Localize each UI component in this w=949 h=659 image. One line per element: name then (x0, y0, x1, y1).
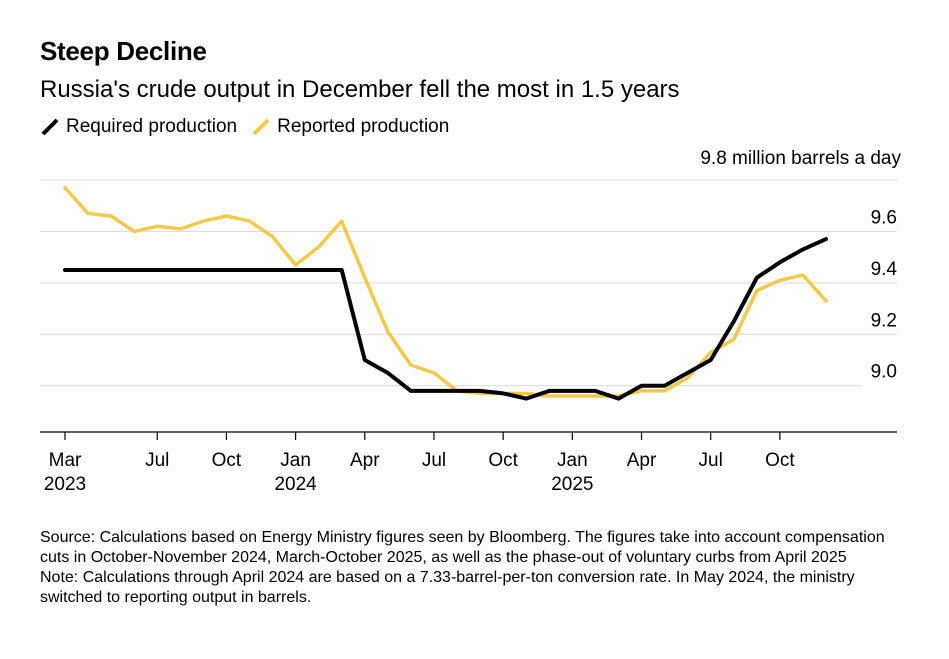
methodology-note: Note: Calculations through April 2024 ar… (40, 569, 855, 606)
x-tick-label: Jul (699, 450, 723, 471)
legend-label-reported: Reported production (277, 116, 450, 137)
footnote: Source: Calculations based on Energy Min… (40, 528, 910, 608)
y-tick-label: 9.2 (871, 310, 897, 331)
chart-title: Steep Decline (40, 36, 207, 66)
x-tick-year-label: 2023 (44, 474, 86, 495)
legend-item-required: Required production (40, 116, 237, 138)
legend-item-reported: Reported production (251, 116, 449, 138)
x-tick-label: Apr (627, 450, 657, 471)
y-tick-label: 9.4 (871, 259, 898, 280)
y-tick-label: 9.6 (871, 207, 897, 228)
series-line-reported-production (63, 185, 828, 398)
x-tick-label: Jul (422, 450, 446, 471)
legend-label-required: Required production (66, 116, 238, 137)
y-axis-unit-label: 9.8 million barrels a day (700, 148, 901, 169)
series-line-required-production (63, 237, 828, 401)
x-tick-label: Jan (280, 450, 311, 471)
source-note: Source: Calculations based on Energy Min… (40, 529, 885, 566)
x-tick-label: Oct (488, 450, 518, 471)
x-tick-label: Mar (49, 450, 82, 471)
chart-subtitle: Russia's crude output in December fell t… (40, 76, 680, 103)
x-tick-label: Oct (765, 450, 795, 471)
x-tick-label: Apr (350, 450, 380, 471)
x-tick-label: Jul (145, 450, 169, 471)
y-tick-label: 9.0 (871, 362, 897, 383)
legend-swatch-required (41, 118, 59, 136)
x-tick-label: Oct (212, 450, 242, 471)
x-tick-year-label: 2025 (551, 474, 593, 495)
x-tick-label: Jan (557, 450, 588, 471)
legend: Required production Reported production (40, 116, 463, 138)
x-tick-year-label: 2024 (274, 474, 317, 495)
legend-swatch-reported (252, 118, 270, 136)
